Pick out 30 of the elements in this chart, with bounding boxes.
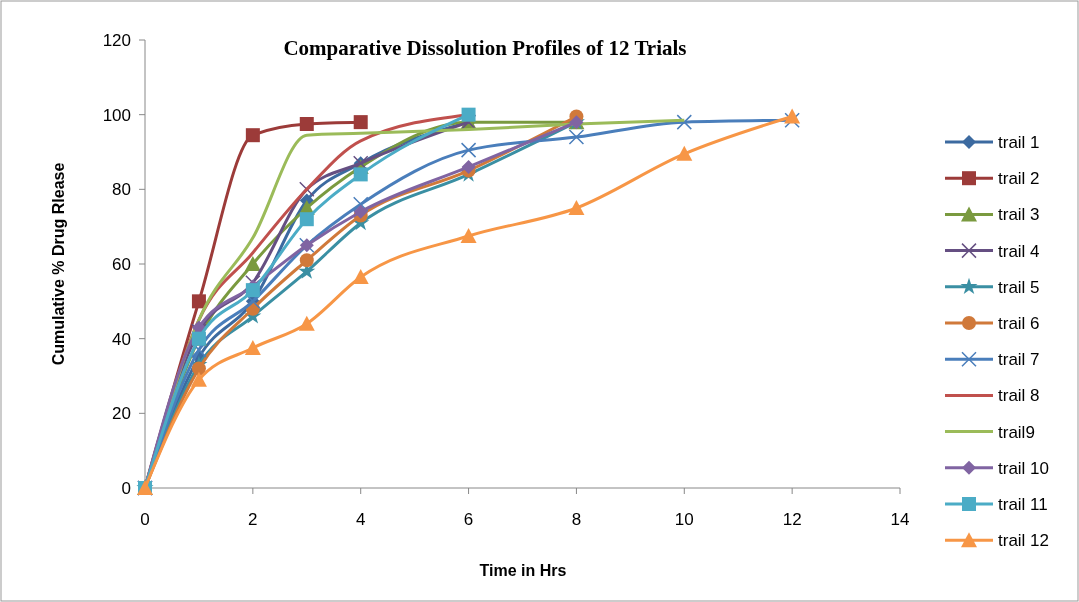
legend-label: trail 8 [998, 386, 1040, 406]
x-tick-label: 0 [140, 510, 150, 529]
x-axis-title: Time in Hrs [479, 562, 567, 579]
y-axis-title: Cumulative % Drug Rlease [50, 162, 67, 366]
legend-label: trail 7 [998, 350, 1040, 370]
y-tick-label: 120 [102, 31, 131, 50]
y-tick-label: 0 [121, 479, 131, 498]
y-tick-label: 40 [112, 329, 131, 349]
y-tick-label: 60 [112, 255, 131, 274]
legend-label: trail 12 [998, 531, 1050, 551]
chart-title: Comparative Dissolution Profiles of 12 Trials [283, 36, 687, 60]
x-tick-label: 8 [571, 510, 582, 529]
y-tick-label: 100 [102, 105, 131, 125]
legend-label: trail 1 [998, 133, 1040, 152]
x-tick-label: 2 [248, 510, 258, 529]
x-tick-label: 10 [674, 510, 694, 529]
legend-label: trail9 [998, 422, 1035, 442]
legend-label: trail 3 [998, 205, 1040, 225]
legend-label: trail 11 [998, 495, 1048, 514]
legend-label: trail 2 [998, 169, 1040, 189]
x-tick-label: 12 [782, 510, 802, 529]
x-tick-label: 6 [463, 510, 474, 529]
y-tick-label: 20 [112, 404, 131, 424]
x-tick-label: 14 [890, 510, 910, 529]
legend-label: trail 4 [998, 241, 1040, 261]
legend-label: trail 5 [998, 277, 1040, 297]
x-tick-label: 4 [355, 510, 366, 529]
legend-label: trail 6 [998, 314, 1040, 333]
legend-label: trail 10 [998, 458, 1050, 478]
y-tick-label: 80 [112, 180, 131, 200]
